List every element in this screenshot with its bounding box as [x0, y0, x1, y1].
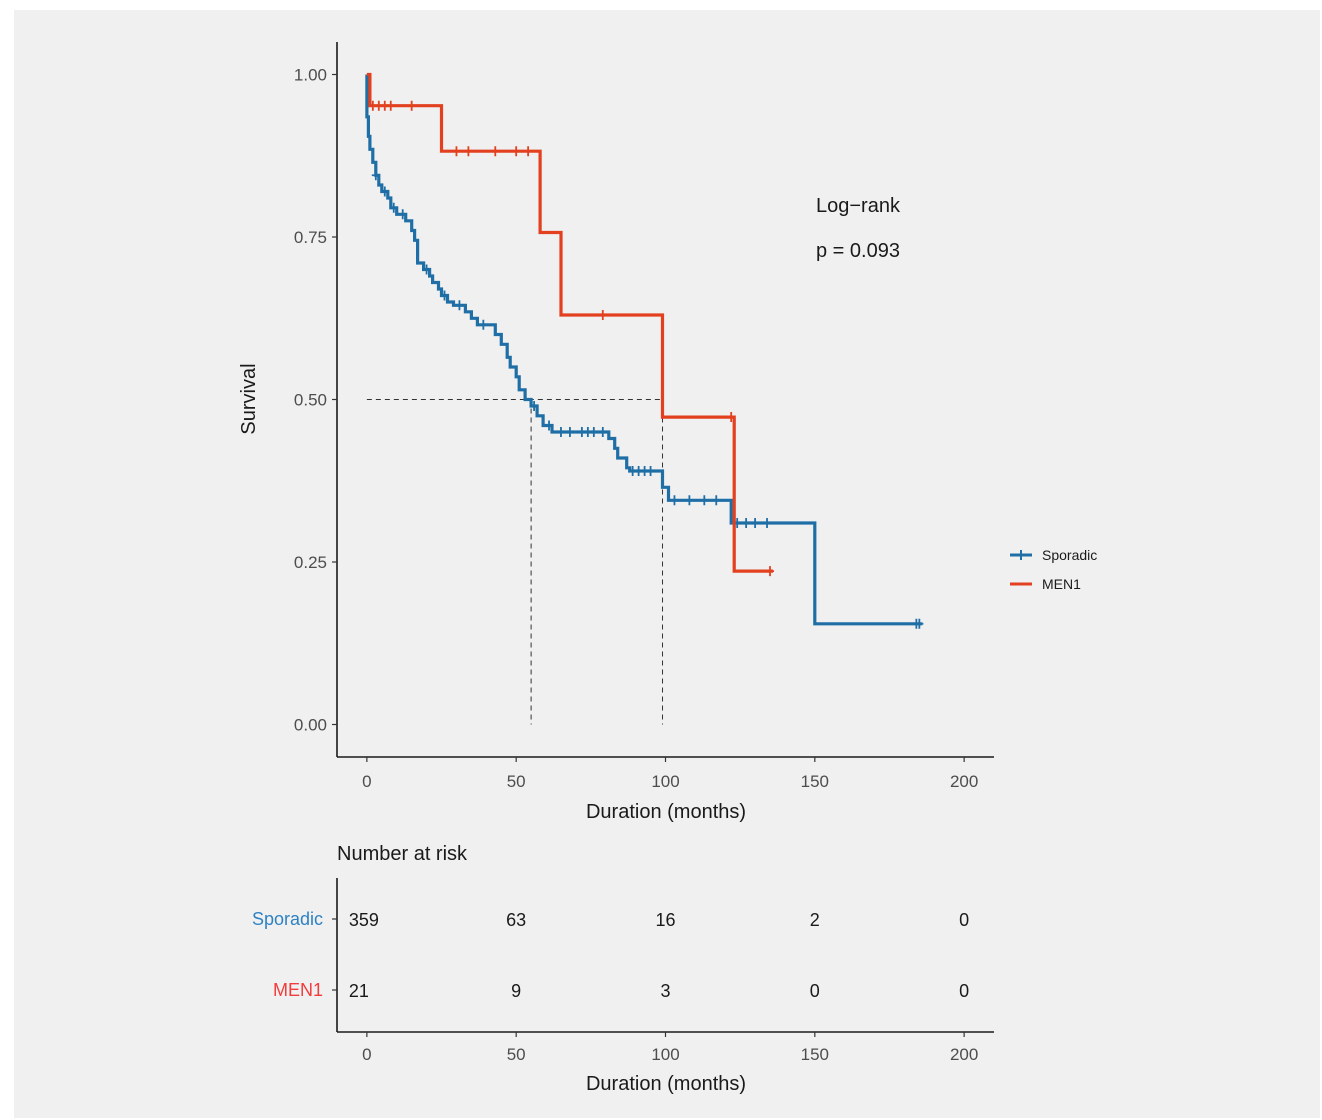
- x-tick-label: 200: [950, 772, 978, 791]
- legend-item: MEN1: [1010, 576, 1081, 592]
- x-tick-label: 100: [651, 772, 679, 791]
- risk-cell: 0: [959, 910, 969, 930]
- survival-curve-sporadic: [365, 74, 923, 626]
- censor-mark: [455, 300, 464, 311]
- figure-panel: 0.00 0.25 0.50 0.75 1.00 0 50 100 150 200 Log−ran…: [14, 10, 1320, 1118]
- legend-item: Sporadic: [1010, 547, 1097, 563]
- p-value-label: p = 0.093: [816, 240, 900, 262]
- y-tick-label: 0.00: [294, 716, 327, 735]
- censor-mark: [742, 518, 751, 528]
- risk-x-axis-title: Duration (months): [586, 1073, 746, 1095]
- censor-mark: [524, 146, 533, 157]
- censor-mark: [491, 146, 500, 157]
- risk-cell: 0: [959, 981, 969, 1001]
- censor-mark: [915, 618, 924, 629]
- risk-axes: 0 50 100 150 200: [336, 878, 994, 1064]
- x-axis-title: Duration (months): [586, 801, 746, 823]
- km-plot-area: 0.00 0.25 0.50 0.75 1.00 0 50 100 150 200 Log−ran…: [238, 42, 994, 823]
- censor-mark: [556, 427, 565, 437]
- censor-mark: [371, 170, 380, 181]
- censor-mark: [727, 412, 736, 423]
- censor-mark: [512, 146, 521, 157]
- risk-cell: 3: [660, 981, 670, 1001]
- y-tick-label: 0.25: [294, 553, 327, 572]
- risk-cell: 0: [810, 981, 820, 1001]
- censor-mark: [389, 202, 398, 213]
- series-sporadic: [365, 74, 924, 629]
- risk-cell: 2: [810, 910, 820, 930]
- censor-mark: [565, 427, 574, 437]
- censor-mark: [589, 427, 598, 437]
- y-axis-title: Survival: [238, 363, 260, 434]
- risk-x-tick-label: 150: [801, 1045, 829, 1064]
- censor-mark: [766, 566, 775, 577]
- legend: Sporadic MEN1: [1010, 547, 1097, 592]
- km-series: [365, 72, 924, 629]
- censor-mark: [407, 100, 416, 111]
- risk-x-tick-label: 200: [950, 1045, 978, 1064]
- censor-mark: [479, 319, 488, 330]
- x-tick-label: 0: [362, 772, 371, 791]
- censor-mark: [545, 420, 554, 431]
- y-tick-label: 0.50: [294, 391, 327, 410]
- risk-cell: 359: [349, 910, 379, 930]
- risk-table: Number at risk 0 50 100 150 200 Sporadic 359 6…: [252, 843, 994, 1095]
- risk-cell: 9: [511, 981, 521, 1001]
- censor-mark: [440, 290, 449, 301]
- x-tick-label: 50: [507, 772, 526, 791]
- survival-figure: 0.000.250.500.751.000 50 100 150 200 Log−ran…: [238, 42, 1097, 1095]
- censor-mark: [598, 427, 607, 437]
- series-men1: [366, 72, 775, 577]
- km-axes: 0.00 0.25 0.50 0.75 1.00 0 50 100 150 200: [294, 42, 994, 791]
- risk-row-sporadic: Sporadic 359 63 16 2 0: [252, 909, 969, 930]
- risk-cell: 63: [506, 910, 526, 930]
- risk-row-label: MEN1: [273, 980, 323, 1000]
- censor-mark: [763, 518, 772, 528]
- censor-mark: [700, 495, 709, 506]
- risk-cells: Sporadic 359 63 16 2 0 MEN1 21 9 3 0 0: [252, 909, 969, 1001]
- censor-mark: [598, 310, 607, 320]
- y-tick-label: 0.75: [294, 228, 327, 247]
- legend-label: Sporadic: [1042, 547, 1097, 563]
- risk-cell: 16: [655, 910, 675, 930]
- risk-row-men1: MEN1 21 9 3 0 0: [273, 980, 969, 1001]
- median-reference-lines: [366, 399, 664, 725]
- censor-mark: [380, 186, 389, 197]
- censor-mark: [422, 264, 431, 275]
- censor-mark: [386, 100, 395, 111]
- risk-row-label: Sporadic: [252, 909, 323, 929]
- risk-table-title: Number at risk: [337, 843, 468, 865]
- logrank-label: Log−rank: [816, 195, 901, 217]
- legend-label: MEN1: [1042, 576, 1081, 592]
- risk-x-tick-label: 0: [362, 1045, 371, 1064]
- x-tick-label: 150: [801, 772, 829, 791]
- risk-x-tick-label: 100: [651, 1045, 679, 1064]
- censor-mark: [464, 146, 473, 157]
- censor-mark: [452, 146, 461, 157]
- risk-x-tick-label: 50: [507, 1045, 526, 1064]
- censor-mark: [712, 495, 721, 506]
- censor-mark: [670, 495, 679, 506]
- censor-mark: [646, 466, 655, 476]
- censor-mark: [398, 209, 407, 220]
- y-tick-label: 1.00: [294, 66, 327, 85]
- censor-mark: [530, 401, 539, 411]
- survival-curve-men1: [366, 72, 773, 573]
- censor-mark: [751, 518, 760, 528]
- risk-cell: 21: [349, 981, 369, 1001]
- censor-mark: [685, 495, 694, 506]
